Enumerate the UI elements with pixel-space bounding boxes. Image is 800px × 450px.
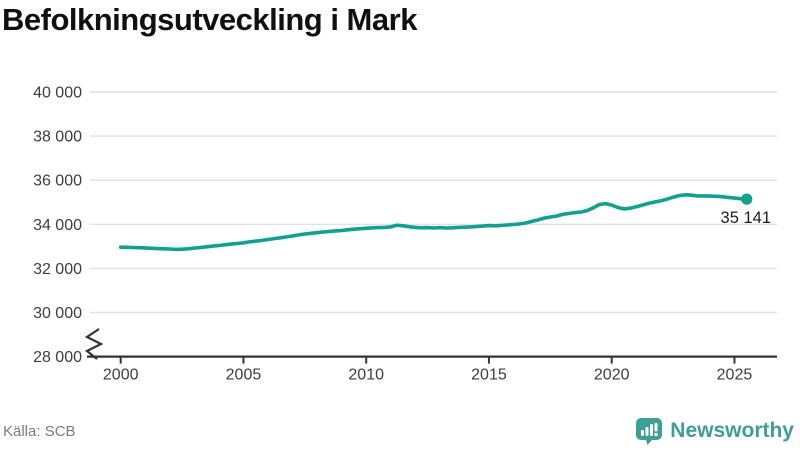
- source-label: Källa: SCB: [3, 422, 76, 440]
- newsworthy-icon: [636, 418, 663, 445]
- y-tick-label: 36 000: [33, 173, 82, 190]
- footer: Källa: SCB Newsworthy: [0, 416, 800, 446]
- latest-value-label: 35 141: [721, 209, 771, 227]
- gridlines-group: [90, 91, 777, 314]
- x-tick-label: 2010: [348, 367, 384, 384]
- y-tick-label: 40 000: [33, 85, 82, 102]
- page-title: Befolkningsutveckling i Mark: [2, 2, 417, 37]
- latest-point-dot: [741, 193, 753, 205]
- x-tick-label: 2015: [471, 367, 507, 384]
- axis-break-icon: [84, 328, 104, 360]
- y-tick-label: 38 000: [33, 129, 82, 146]
- y-tick-label: 32 000: [33, 261, 82, 278]
- population-series: 35 141: [118, 193, 771, 252]
- x-tick-label: 2020: [594, 367, 630, 384]
- population-chart: 40 000 38 000 36 000 34 000 32 000 30 000 28 0…: [33, 85, 777, 384]
- population-line: [118, 193, 749, 252]
- x-tick-label: 2025: [717, 367, 753, 384]
- x-axis: [87, 355, 777, 364]
- x-tick-label: 2005: [226, 367, 262, 384]
- x-tick-label: 2000: [103, 367, 139, 384]
- y-axis-labels: 40 000 38 000 36 000 34 000 32 000 30 000 28 0…: [33, 85, 82, 367]
- newsworthy-logo: Newsworthy: [635, 417, 794, 445]
- y-tick-label: 28 000: [33, 349, 82, 366]
- y-tick-label: 34 000: [33, 217, 82, 234]
- x-axis-labels: 2000 2005 2010 2015 2020 2025: [103, 367, 752, 384]
- newsworthy-wordmark: Newsworthy: [670, 419, 794, 442]
- y-tick-label: 30 000: [33, 305, 82, 322]
